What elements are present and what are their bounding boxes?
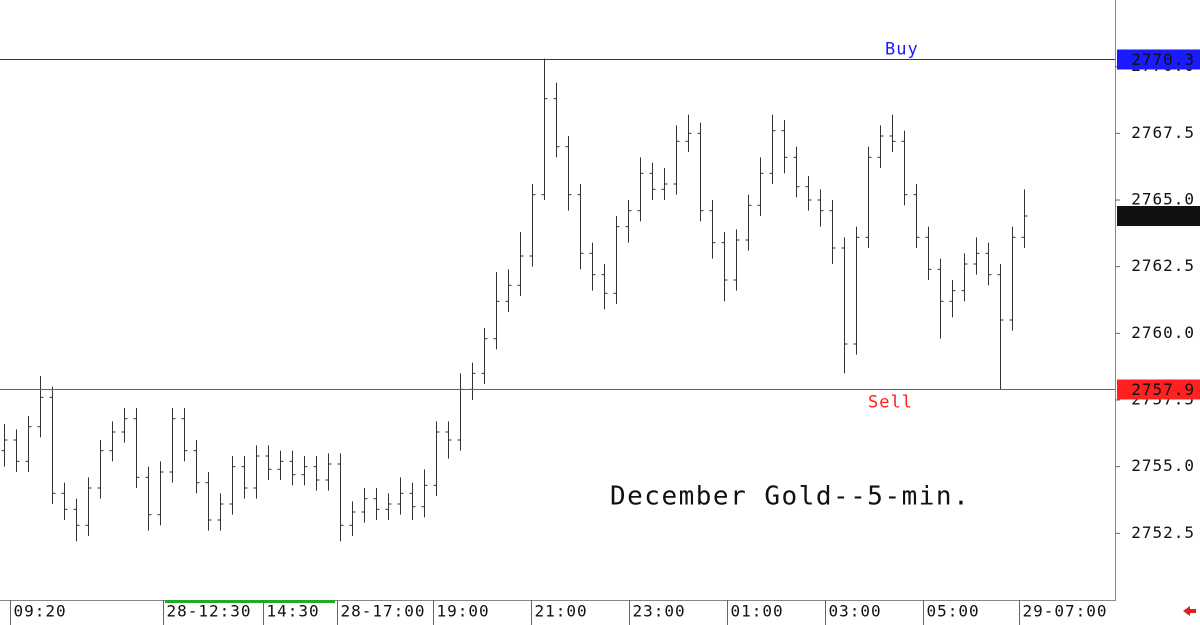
x-tick-label: 29-07:00	[1023, 602, 1108, 621]
last-price: 2764.4	[1131, 207, 1195, 226]
x-tick-label: 14:30	[267, 602, 320, 621]
level-value: 2770.3	[1131, 50, 1195, 69]
y-tick-label: 2760.0	[1131, 323, 1195, 342]
level-name: Buy	[885, 40, 919, 60]
x-tick-label: 19:00	[437, 602, 490, 621]
last-price-tag	[1117, 206, 1200, 226]
x-tick-label: 21:00	[535, 602, 588, 621]
y-tick-label: 2762.5	[1131, 256, 1195, 275]
session-marker	[165, 600, 335, 603]
chart-annotation: December Gold--5-min.	[610, 482, 970, 512]
y-tick-label: 2765.0	[1131, 190, 1195, 209]
x-tick-label: 01:00	[731, 602, 784, 621]
level-tag	[1117, 379, 1200, 400]
y-tick-label: 2752.5	[1131, 523, 1195, 542]
x-tick-label: 05:00	[927, 602, 980, 621]
x-tick-label: 03:00	[829, 602, 882, 621]
y-tick-label: 2755.0	[1131, 456, 1195, 475]
scroll-arrow[interactable]	[1183, 606, 1196, 616]
x-tick-label: 09:20	[14, 602, 67, 621]
x-tick-label: 23:00	[633, 602, 686, 621]
level-tag	[1117, 49, 1200, 70]
x-tick-label: 28-17:00	[341, 602, 426, 621]
level-value: 2757.9	[1131, 380, 1195, 399]
x-tick-label: 28-12:30	[167, 602, 252, 621]
y-tick-label: 2767.5	[1131, 123, 1195, 142]
level-name: Sell	[868, 393, 913, 413]
